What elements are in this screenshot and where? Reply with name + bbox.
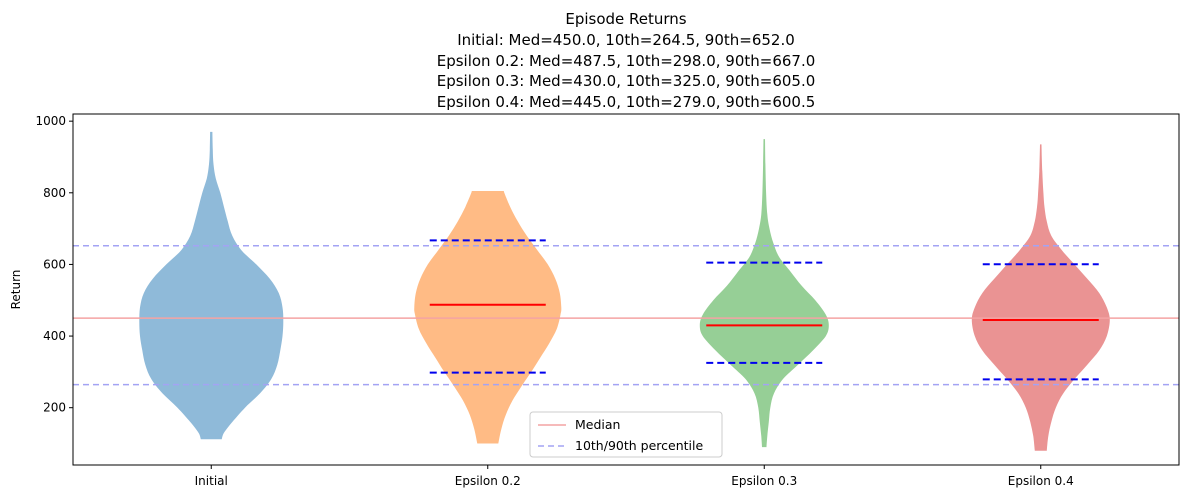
title-line-3: Epsilon 0.3: Med=430.0, 10th=325.0, 90th…: [437, 72, 816, 90]
x-tick-label: Initial: [195, 474, 228, 488]
x-tick-label: Epsilon 0.3: [731, 474, 797, 488]
y-axis-label: Return: [9, 270, 23, 310]
x-tick-label: Epsilon 0.2: [455, 474, 521, 488]
y-tick-label: 1000: [35, 114, 66, 128]
x-tick-label: Epsilon 0.4: [1008, 474, 1074, 488]
y-tick-label: 800: [43, 186, 66, 200]
title-line-1: Initial: Med=450.0, 10th=264.5, 90th=652…: [457, 31, 795, 49]
violin-1: [414, 190, 562, 444]
y-tick-label: 600: [43, 257, 66, 271]
plot-area: 200 400 600 800 1000 Initial Epsilon 0.2 Epsilo…: [35, 113, 1180, 488]
y-tick-label: 200: [43, 401, 66, 415]
legend-label-0: Median: [575, 417, 620, 432]
violin-0: [139, 131, 284, 440]
legend-label-1: 10th/90th percentile: [575, 438, 703, 453]
title-line-2: Epsilon 0.2: Med=487.5, 10th=298.0, 90th…: [437, 52, 816, 70]
plot-frame: [72, 113, 1180, 466]
title-line-0: Episode Returns: [565, 10, 686, 28]
y-tick-label: 400: [43, 329, 66, 343]
violin-3: [971, 144, 1110, 451]
title-line-4: Epsilon 0.4: Med=445.0, 10th=279.0, 90th…: [437, 93, 816, 111]
chart-title: Episode Returns Initial: Med=450.0, 10th…: [437, 10, 816, 111]
legend: [529, 411, 723, 458]
violin-2: [699, 139, 829, 448]
